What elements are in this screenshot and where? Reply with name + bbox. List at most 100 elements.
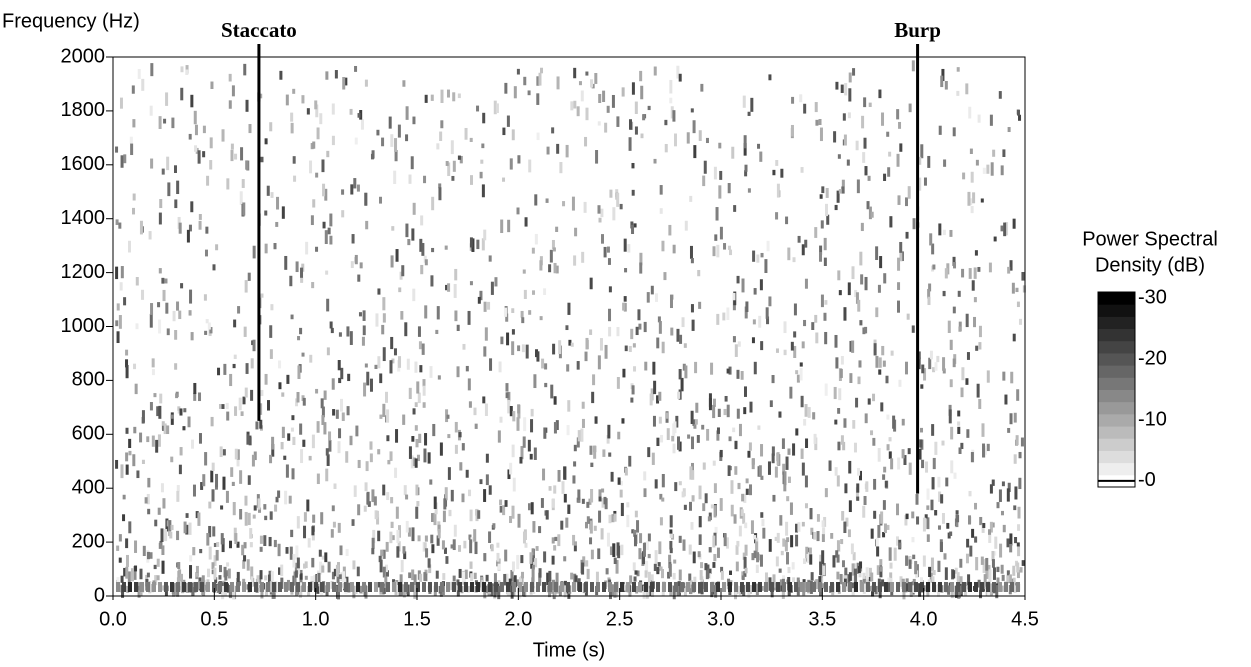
texture (837, 154, 841, 159)
texture (669, 540, 673, 550)
texture (448, 509, 452, 517)
texture (868, 102, 872, 108)
texture (204, 249, 208, 257)
texture (859, 251, 863, 266)
texture (644, 582, 648, 592)
texture (208, 525, 212, 538)
texture (848, 88, 852, 102)
texture (437, 375, 441, 380)
texture (993, 236, 997, 242)
texture (747, 188, 751, 193)
texture (286, 374, 290, 384)
texture (423, 175, 427, 184)
texture (826, 214, 830, 225)
texture (264, 243, 268, 254)
texture (576, 106, 580, 117)
texture (800, 167, 804, 173)
texture (416, 381, 420, 394)
texture (961, 268, 965, 278)
texture (353, 485, 357, 497)
texture (771, 453, 775, 464)
texture (464, 569, 468, 580)
texture (953, 262, 957, 269)
texture (296, 582, 300, 592)
texture (603, 246, 607, 258)
texture (293, 175, 297, 182)
texture (551, 498, 555, 508)
texture (658, 541, 662, 555)
texture (400, 560, 404, 573)
texture (706, 428, 710, 441)
texture (215, 549, 219, 561)
texture (192, 547, 196, 556)
texture (193, 382, 197, 395)
texture (760, 252, 764, 258)
texture (593, 525, 597, 531)
texture (608, 308, 612, 322)
x-axis-label: Time (s) (533, 639, 606, 661)
texture (420, 215, 424, 226)
texture (786, 537, 790, 543)
texture (278, 582, 282, 592)
texture (563, 580, 567, 586)
texture (613, 510, 617, 516)
texture (239, 191, 243, 205)
texture (949, 379, 953, 388)
texture (944, 582, 948, 592)
texture (1013, 585, 1017, 593)
texture (830, 582, 834, 592)
texture (824, 488, 828, 498)
texture (536, 93, 540, 105)
texture (271, 436, 275, 450)
texture (986, 164, 990, 174)
texture (402, 80, 406, 87)
texture (473, 407, 477, 416)
texture (623, 296, 627, 302)
texture (1015, 435, 1019, 446)
texture (712, 535, 716, 548)
texture (264, 575, 268, 581)
texture (899, 143, 903, 152)
texture (315, 246, 319, 252)
texture (236, 582, 240, 592)
texture (555, 265, 559, 274)
texture (259, 570, 263, 580)
texture (781, 438, 785, 449)
texture (164, 582, 168, 592)
texture (545, 510, 549, 520)
texture (883, 466, 887, 473)
texture (705, 137, 709, 144)
texture (483, 301, 487, 312)
texture (970, 205, 974, 214)
texture (1016, 542, 1020, 547)
texture (465, 365, 469, 372)
texture (543, 288, 547, 296)
texture (978, 325, 982, 338)
texture (851, 585, 855, 596)
texture (606, 532, 610, 547)
texture (991, 559, 995, 568)
texture (885, 375, 889, 384)
texture (737, 341, 741, 347)
texture (573, 461, 577, 467)
texture (115, 266, 119, 280)
texture (195, 511, 199, 519)
texture (119, 282, 123, 291)
texture (680, 377, 684, 392)
texture (647, 533, 651, 542)
texture (320, 398, 324, 409)
texture (783, 349, 787, 356)
texture (539, 260, 543, 271)
texture (597, 121, 601, 126)
texture (271, 585, 275, 599)
texture (598, 217, 602, 223)
texture (247, 512, 251, 526)
texture (411, 228, 415, 241)
texture (990, 162, 994, 176)
texture (848, 582, 852, 592)
texture (338, 332, 342, 337)
texture (659, 566, 663, 571)
texture (497, 585, 501, 600)
texture (227, 568, 231, 579)
texture (581, 251, 585, 263)
